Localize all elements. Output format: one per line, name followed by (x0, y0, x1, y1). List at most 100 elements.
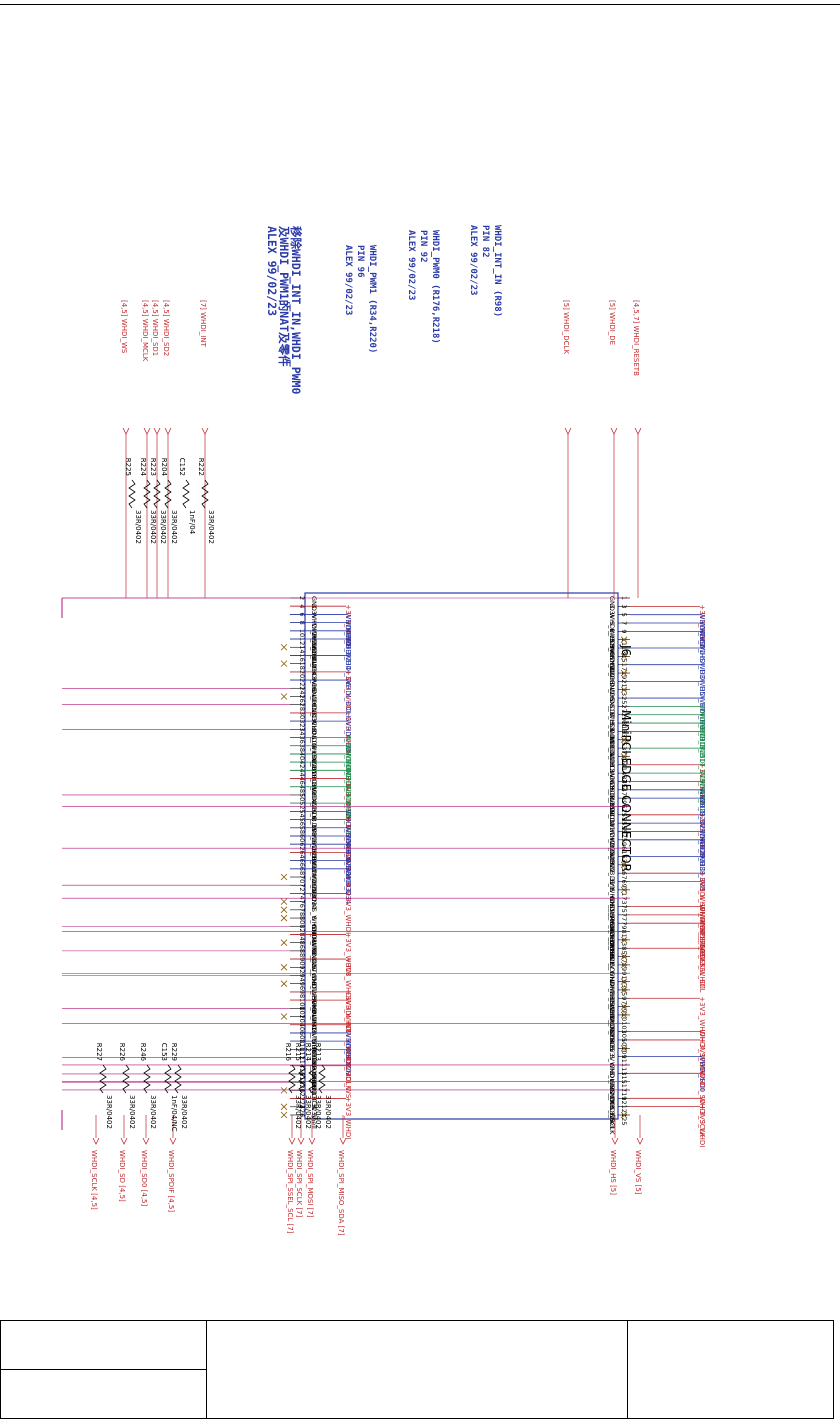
net-label: +3V3_WHDI (344, 1097, 352, 1140)
offpage-connector: WHDI_SPDIF [4,5] (167, 1115, 177, 1212)
pin-number: 57 (620, 829, 628, 837)
pin-row: 73 GND (62, 896, 630, 911)
pin-number: 60 (298, 834, 306, 842)
pin-number: 52 (298, 801, 306, 809)
pin-row: Shell (280, 1111, 318, 1129)
part-ref: R216 (284, 1043, 292, 1062)
pin-name: WHDI_D13 (608, 738, 616, 773)
pin-row: 41 3.3V +3V3_WHDI (608, 763, 706, 806)
part-value: 33R/0402 (149, 1095, 157, 1129)
pin-name: 3.3V (310, 670, 318, 685)
pin-number: 82 (298, 924, 306, 932)
resistor-symbol (182, 479, 190, 509)
pin-name: S_WHDI_S_SCLK (608, 913, 616, 967)
pin-number: 108 (298, 1031, 306, 1043)
pin-number: 113 (620, 1063, 628, 1075)
pin-number: 106 (298, 1023, 306, 1035)
pin-name: WHDI_D24 (310, 842, 318, 877)
pin-row: 105 SPDIF WHDI_SPDIF (608, 1030, 706, 1073)
pin-row: 111 S_WHDI_I2S_D0 WHDI_SD0 (608, 1055, 706, 1106)
pin-number: 14 (298, 645, 306, 653)
pin-number: 69 (620, 880, 628, 888)
part-ref: R214 (304, 1043, 312, 1062)
pin-name: 3.3V (310, 932, 318, 947)
net-label: WHDI_SPI_SCLK (698, 913, 706, 969)
part-ref: C153 (160, 1043, 168, 1061)
pin-row: 7 S_B_LSB_0 WHDI_D1 (608, 621, 706, 656)
pin-row: 28 GND (62, 703, 318, 718)
net-label: +3V3_WHDI (698, 763, 706, 806)
pin-number: 13 (620, 646, 628, 654)
note-line: ALEX 99/02/23 (468, 225, 478, 295)
pin-row: 84 3.3V +3V3_WHDI (290, 932, 352, 975)
pin-number: 15 (620, 654, 628, 662)
pin-number: 92 (298, 965, 306, 973)
pin-number: 48 (298, 785, 306, 793)
pin-name: GND (608, 1021, 616, 1036)
no-connect-mark (620, 936, 628, 944)
pin-number: 28 (298, 703, 306, 711)
pin-name: WHDI_D5 (608, 671, 616, 702)
pin-number: 49 (620, 796, 628, 804)
no-connect-mark (280, 643, 288, 651)
no-connect-mark (620, 986, 628, 994)
pin-number: 87 (620, 955, 628, 963)
pin-name: GND (310, 793, 318, 808)
no-connect-mark (620, 978, 628, 985)
offpage-connector: [4,5] WHDI_MCLK (141, 300, 151, 598)
pin-name: S_WHDI_INT_IN (310, 916, 318, 966)
pin-name: S_WHDI_I2S_D1 (310, 1031, 318, 1082)
pin-number: 9 (620, 629, 628, 633)
offpage-label: WHDI_SPI_SSEL_SCL [7] (286, 1150, 294, 1234)
net-label: WHDI_SD2 (344, 1039, 352, 1076)
pin-row: 101 WHDI_TBD5 (608, 1011, 630, 1052)
pin-number: 66 (298, 859, 306, 867)
offpage-arrow (201, 427, 209, 435)
part-ref: R227 (95, 1043, 103, 1061)
pin-number: 30 (298, 711, 306, 719)
pin-row: 99 WHDI_TBD4 (608, 1003, 630, 1044)
pin-name: WHDI_TBD6 (310, 1015, 318, 1054)
pin-name: 3.3V (310, 990, 318, 1005)
offpage-label: [5] WHDI_DE (608, 300, 616, 345)
pin-number: 118 (298, 1072, 306, 1084)
pin-row: 76 NC (280, 898, 318, 909)
pin-name: WHDI_D15 (608, 754, 616, 789)
pin-name: WHDI_D1 (608, 646, 616, 677)
passive-part: R223 33R/0402 (149, 458, 167, 544)
pin-number: 53 (620, 813, 628, 821)
pin-number: 98 (298, 990, 306, 998)
part-value: 33R/0402 (294, 1095, 302, 1129)
pin-name: S_R_LSB_1 (608, 788, 616, 823)
pin-number: 97 (620, 996, 628, 1004)
pin-number: 63 (620, 855, 628, 863)
pin-row: 107 3.3V +3V3_WHDI (608, 1038, 706, 1081)
pin-name: WHDI_TBD4 (608, 1005, 616, 1044)
connector-ref: J6 (619, 644, 633, 656)
pin-row: 59 WHDI_D27 WHDI_D33 (608, 838, 706, 875)
offpage-connector: [4,5] WHDI_WS (120, 300, 130, 598)
pin-row: 56 3.3V +3V3_WHDI (290, 818, 352, 860)
title-block-cell-bottom (1, 1370, 206, 1419)
net-label: WHDI_MCLK (344, 1047, 352, 1090)
pin-row: 71 S_WHDI_RESET_OUT (608, 886, 630, 955)
pin-row: 92 S_WHDI_PWM0 (280, 964, 318, 1014)
part-value: 33R/0402 (128, 1095, 136, 1129)
pin-number: 31 (620, 721, 628, 729)
pin-row: 17 GND WHDI_D5 (608, 663, 706, 696)
net-label: WHDI_D34 (344, 867, 352, 905)
net-label: WHDI_SPI_MISO_SDA (698, 880, 706, 954)
resistor-symbol (318, 1064, 326, 1094)
net-label: +3V3_WHDI (698, 813, 706, 856)
offpage-label: [5] WHDI_DCLK (562, 300, 570, 354)
pin-name: S_B_LSB_1 (608, 704, 616, 739)
pin-row: 65 NC (608, 861, 630, 873)
pin-number: 80 (298, 916, 306, 924)
net-label: +3V3_WHDI (698, 1038, 706, 1081)
pin-row: 49 WHDI_D21 WHDI_D27 (608, 796, 706, 833)
pin-number: 96 (298, 982, 306, 990)
pin-number: 126 (298, 1105, 306, 1117)
pin-number: 12 (298, 637, 306, 645)
pin-name: 3.3V (310, 604, 318, 619)
pin-number: 100 (298, 998, 306, 1010)
